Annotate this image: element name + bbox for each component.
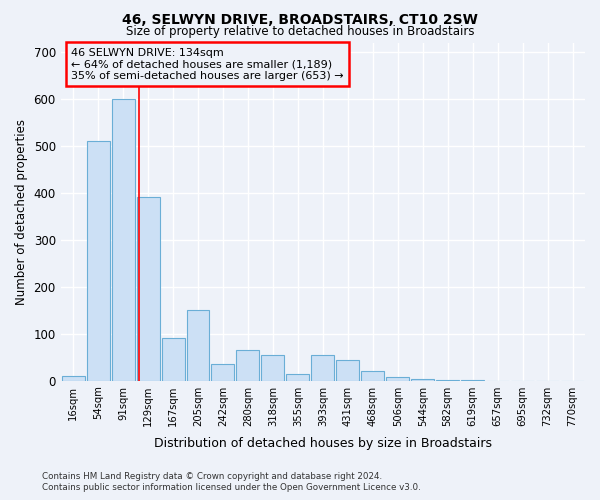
Text: Contains HM Land Registry data © Crown copyright and database right 2024.: Contains HM Land Registry data © Crown c… xyxy=(42,472,382,481)
Text: 46 SELWYN DRIVE: 134sqm
← 64% of detached houses are smaller (1,189)
35% of semi: 46 SELWYN DRIVE: 134sqm ← 64% of detache… xyxy=(71,48,344,81)
Bar xyxy=(86,141,110,380)
Bar xyxy=(211,364,235,380)
Bar xyxy=(411,379,434,380)
Bar xyxy=(161,338,185,380)
Bar xyxy=(137,198,160,380)
Text: Contains public sector information licensed under the Open Government Licence v3: Contains public sector information licen… xyxy=(42,484,421,492)
Bar xyxy=(187,310,209,380)
Bar xyxy=(337,360,359,380)
X-axis label: Distribution of detached houses by size in Broadstairs: Distribution of detached houses by size … xyxy=(154,437,492,450)
Bar xyxy=(361,372,384,380)
Bar xyxy=(236,350,259,380)
Bar xyxy=(112,99,134,380)
Text: Size of property relative to detached houses in Broadstairs: Size of property relative to detached ho… xyxy=(126,25,474,38)
Text: 46, SELWYN DRIVE, BROADSTAIRS, CT10 2SW: 46, SELWYN DRIVE, BROADSTAIRS, CT10 2SW xyxy=(122,12,478,26)
Bar xyxy=(62,376,85,380)
Bar xyxy=(262,355,284,380)
Bar xyxy=(386,377,409,380)
Bar xyxy=(311,355,334,380)
Y-axis label: Number of detached properties: Number of detached properties xyxy=(15,118,28,304)
Bar xyxy=(286,374,310,380)
